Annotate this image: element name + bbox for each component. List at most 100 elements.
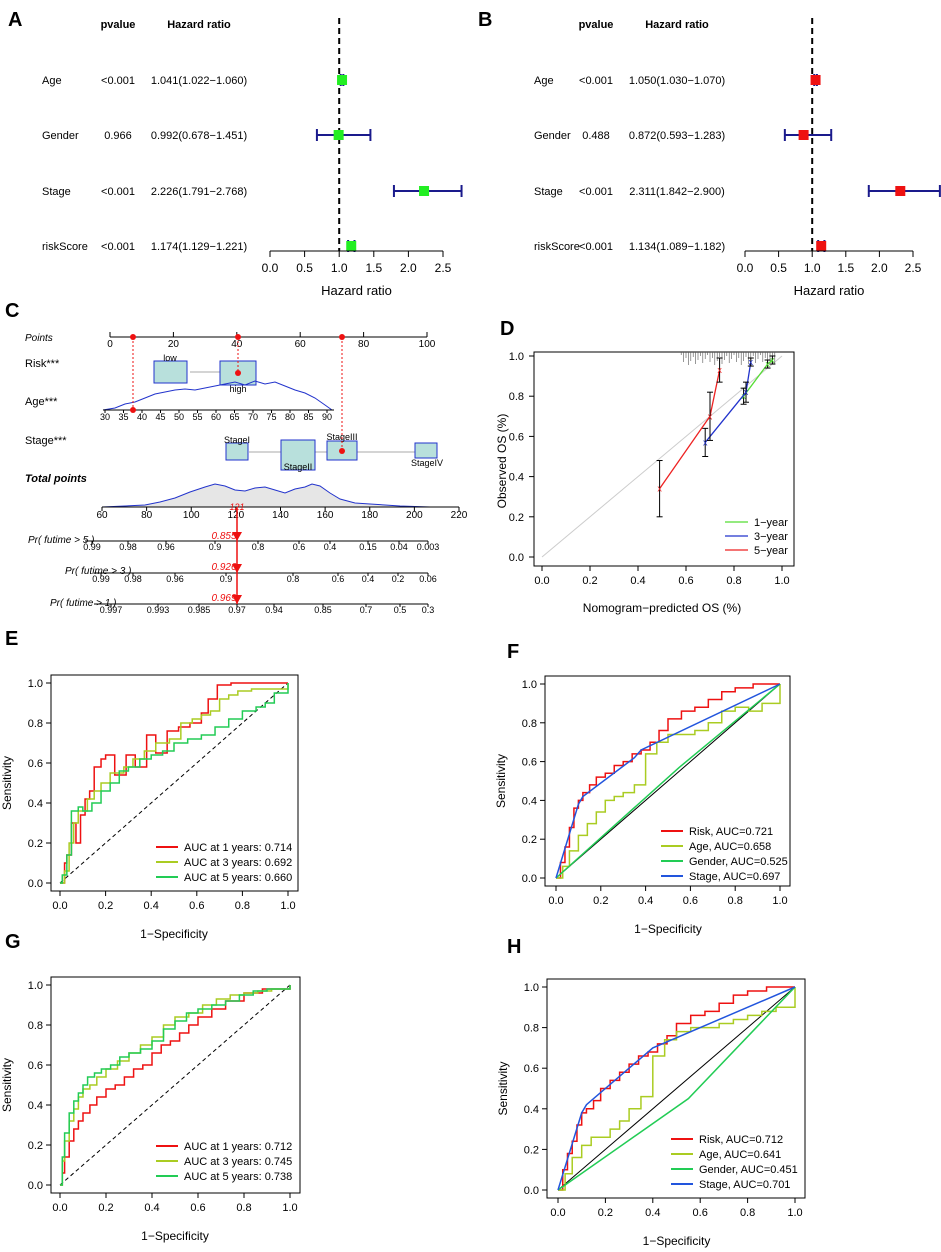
points-tick-label: 80 [358, 339, 370, 350]
age-tick-label: 35 [118, 412, 128, 422]
x-axis-label: Nomogram−predicted OS (%) [583, 601, 741, 615]
legend-label: 1−year [754, 517, 788, 529]
row-label: Stage [534, 186, 563, 198]
calibration-point: x [703, 437, 708, 447]
y-tick-label: 1.0 [509, 351, 524, 363]
calibration-point: x [657, 484, 662, 494]
probability-tick-label: 0.9 [209, 542, 222, 552]
row-pvalue: 0.488 [582, 130, 610, 142]
roc-curve [555, 683, 781, 879]
row-hazard-ratio: 1.050(1.030−1.070) [629, 75, 725, 87]
y-axis-label: Sensitivity [494, 754, 508, 808]
row-pvalue: <0.001 [579, 186, 613, 198]
x-tick-label: 1.0 [282, 1202, 297, 1214]
roc-curve [556, 683, 780, 879]
diagonal-line [557, 986, 796, 1191]
row-pvalue: <0.001 [101, 241, 135, 253]
stage-box-4 [414, 442, 438, 459]
row-hazard-ratio: 2.226(1.791−2.768) [151, 186, 247, 198]
probability-tick-label: 0.97 [228, 605, 246, 615]
y-tick-label: 1.0 [522, 679, 537, 691]
probability-tick-label: 0.003 [417, 542, 440, 552]
probability-tick-label: 0.99 [83, 542, 101, 552]
calibration-point: x [744, 387, 749, 397]
row-label: Age [42, 75, 62, 87]
roc-curve [555, 683, 781, 879]
x-tick-label: 0.0 [550, 1207, 565, 1219]
age-tick-label: 40 [137, 412, 147, 422]
points-label: Points [25, 333, 53, 344]
row-label: Stage [42, 186, 71, 198]
x-tick-label: 0.0 [737, 261, 754, 275]
points-marker [339, 334, 345, 340]
legend-label: Risk, AUC=0.721 [689, 826, 773, 838]
probability-tick-label: 0.9 [220, 574, 233, 584]
x-tick-label: 0.4 [645, 1207, 660, 1219]
probability-tick-label: 0.6 [332, 574, 345, 584]
risk-label: Risk*** [25, 358, 60, 370]
legend-label: Gender, AUC=0.451 [699, 1164, 798, 1176]
x-tick-label: 1.5 [365, 261, 382, 275]
panel-letter-E: E [5, 628, 18, 650]
legend-label: Stage, AUC=0.697 [689, 871, 780, 883]
panel-letter-G: G [5, 931, 21, 953]
x-tick-label: 1.5 [837, 261, 854, 275]
legend-label: AUC at 3 years: 0.745 [184, 1156, 292, 1168]
stage-1-label: StageI [224, 435, 250, 445]
y-tick-label: 0.6 [28, 758, 43, 770]
total-tick-label: 120 [228, 510, 245, 521]
hr-point [895, 186, 906, 196]
age-tick-label: 45 [155, 412, 165, 422]
probability-tick-label: 0.8 [287, 574, 300, 584]
row-hazard-ratio: 1.174(1.129−1.221) [151, 241, 247, 253]
x-tick-label: 0.0 [52, 900, 67, 912]
y-tick-label: 0.2 [524, 1144, 539, 1156]
probability-tick-label: 0.5 [394, 605, 407, 615]
total-tick-label: 220 [451, 510, 468, 521]
x-tick-label: 0.4 [144, 900, 159, 912]
hazard-ratio-header: Hazard ratio [645, 19, 709, 31]
age-tick-label: 85 [303, 412, 313, 422]
total-tick-label: 80 [141, 510, 153, 521]
row-hazard-ratio: 2.311(1.842−2.900) [629, 186, 725, 198]
y-axis-label: Sensitivity [0, 756, 14, 810]
x-tick-label: 0.8 [726, 575, 741, 587]
probability-tick-label: 0.96 [166, 574, 184, 584]
panel-letter-D: D [500, 318, 514, 340]
probability-value: 0.855 [211, 531, 236, 542]
y-tick-label: 0.8 [522, 718, 537, 730]
y-tick-label: 0.0 [28, 1180, 43, 1192]
legend-label: AUC at 3 years: 0.692 [184, 857, 292, 869]
row-pvalue: 0.966 [104, 130, 132, 142]
probability-tick-label: 0.85 [314, 605, 332, 615]
roc-curve [558, 987, 796, 1191]
x-tick-label: 0.2 [98, 1202, 113, 1214]
y-tick-label: 0.2 [509, 512, 524, 524]
x-tick-label: 1.0 [774, 575, 789, 587]
legend-label: AUC at 5 years: 0.738 [184, 1171, 292, 1183]
plot-frame [50, 674, 299, 892]
y-axis-label: Observed OS (%) [495, 414, 509, 509]
row-hazard-ratio: 0.872(0.593−1.283) [629, 130, 725, 142]
age-tick-label: 60 [211, 412, 221, 422]
y-tick-label: 0.6 [28, 1060, 43, 1072]
x-tick-label: 0.2 [582, 575, 597, 587]
y-tick-label: 0.6 [524, 1063, 539, 1075]
x-tick-label: 0.8 [740, 1207, 755, 1219]
roc-curve [556, 684, 781, 879]
age-tick-label: 50 [174, 412, 184, 422]
x-tick-label: 0.6 [190, 1202, 205, 1214]
legend-label: AUC at 1 years: 0.712 [184, 1141, 292, 1153]
roc-curve [60, 683, 289, 884]
stage-box-2 [280, 439, 316, 471]
probability-label: Pr( futime > 3 ) [65, 566, 131, 577]
x-tick-label: 2.0 [871, 261, 888, 275]
total-tick-label: 180 [361, 510, 378, 521]
probability-tick-label: 0.94 [265, 605, 283, 615]
plot-frame [546, 978, 806, 1199]
x-tick-label: 0.6 [678, 575, 693, 587]
probability-value: 0.969 [211, 593, 236, 604]
age-tick-label: 65 [229, 412, 239, 422]
x-tick-label: 2.5 [905, 261, 922, 275]
